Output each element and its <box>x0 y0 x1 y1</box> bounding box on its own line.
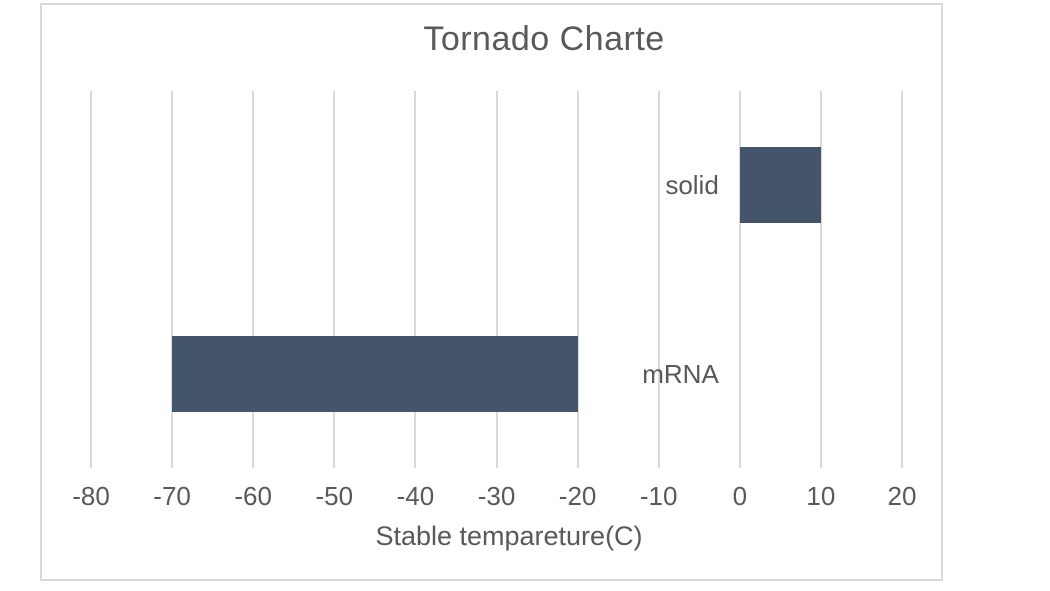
gridline <box>414 91 417 468</box>
x-tick-label: 10 <box>806 481 836 511</box>
gridline <box>738 91 741 468</box>
category-label: solid <box>665 170 719 201</box>
gridline <box>901 91 903 468</box>
x-tick-label: -30 <box>477 481 516 511</box>
gridline <box>819 91 822 468</box>
x-tick-label: -40 <box>396 481 435 511</box>
gridline <box>252 91 255 468</box>
plot-area: -80 -70 -60 -50 -40 -30 -20 -10 0 10 20 solid mRNA <box>42 5 941 579</box>
x-tick-label: -60 <box>234 481 272 511</box>
x-tick-label: -10 <box>639 481 678 511</box>
bar-mrna <box>172 335 578 412</box>
category-label: mRNA <box>642 358 719 389</box>
bar-solid <box>739 147 821 224</box>
x-tick-label: -20 <box>558 481 597 511</box>
chart-title: Tornado Charte <box>423 20 665 58</box>
gridline <box>333 91 336 468</box>
x-tick-label: -70 <box>153 481 191 511</box>
gridline <box>657 91 660 468</box>
x-axis-title: Stable tempareture(C) <box>375 521 643 551</box>
x-tick-label: -50 <box>315 481 354 511</box>
x-tick-label: 20 <box>887 481 917 511</box>
gridline <box>90 91 92 468</box>
gridline <box>576 91 579 468</box>
gridline <box>171 91 174 468</box>
gridline <box>495 91 498 468</box>
x-tick-label: 0 <box>732 481 748 511</box>
chart-frame: Tornado Charte -80 -70 -60 -50 -40 -30 -20 -10 0… <box>40 3 943 581</box>
x-tick-label: -80 <box>72 481 110 511</box>
